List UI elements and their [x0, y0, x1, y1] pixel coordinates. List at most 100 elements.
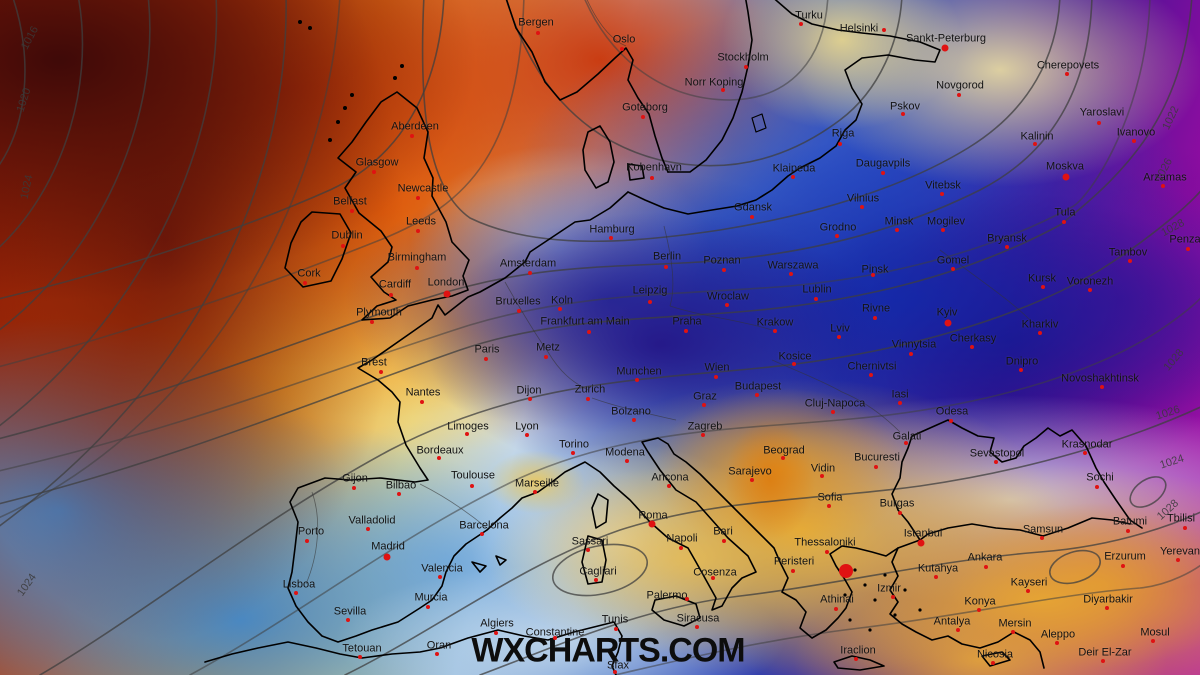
city-label: Ancona [651, 471, 689, 484]
city-dot [944, 319, 952, 327]
city-dot [420, 400, 424, 404]
city-dot [1065, 72, 1069, 76]
city-label: Oran [426, 639, 452, 652]
city-dot [854, 657, 858, 661]
city-label: Peristeri [773, 555, 815, 568]
city-dot [750, 215, 754, 219]
city-label: Kalinin [1020, 130, 1054, 143]
city-label: Odesa [935, 405, 969, 418]
city-label: Thessaloniki [794, 536, 856, 549]
city-dot [941, 44, 949, 52]
city-label: Bryansk [987, 232, 1027, 245]
city-label: Siracusa [676, 612, 720, 625]
city-label: Kyiv [936, 306, 958, 319]
city-label: Budapest [734, 380, 782, 393]
city-label: Tambov [1108, 246, 1148, 259]
city-dot [685, 597, 689, 601]
city-dot [613, 670, 617, 674]
city-label: Bordeaux [416, 444, 464, 457]
city-dot [721, 88, 725, 92]
city-label: Helsinki [839, 22, 879, 35]
city-label: London [427, 276, 465, 289]
city-dot [350, 209, 354, 213]
city-label: Vinnytsia [891, 338, 937, 351]
city-dot [695, 625, 699, 629]
city-dot [305, 539, 309, 543]
city-dot [435, 652, 439, 656]
city-dot [814, 297, 818, 301]
city-dot [898, 511, 902, 515]
city-dot [586, 397, 590, 401]
city-label: Lviv [830, 322, 850, 335]
city-label: Cosenza [693, 566, 737, 579]
city-dot [1062, 220, 1066, 224]
city-dot [722, 268, 726, 272]
city-dot [901, 112, 905, 116]
city-label: Kutahya [917, 562, 959, 575]
city-label: Murcia [414, 591, 448, 604]
city-dot [820, 474, 824, 478]
city-dot [294, 591, 298, 595]
city-dot [882, 28, 886, 32]
city-dot [799, 22, 803, 26]
city-label: Tbilisi [1166, 512, 1196, 525]
city-dot [1151, 639, 1155, 643]
city-label: Yaroslavi [1079, 106, 1125, 119]
city-dot [874, 465, 878, 469]
city-label: Burgas [879, 497, 915, 510]
city-label: Samsun [1022, 523, 1064, 536]
city-dot [494, 631, 498, 635]
city-dot [750, 478, 754, 482]
city-label: Poznan [703, 254, 741, 267]
city-dot [641, 115, 645, 119]
city-label: Sochi [1086, 471, 1114, 484]
city-label: Iraclion [840, 644, 876, 657]
city-dot [625, 459, 629, 463]
city-label: Torino [559, 438, 589, 451]
city-label: Izmir [877, 582, 901, 595]
city-label: Birmingham [387, 251, 447, 264]
city-label: Kayseri [1010, 576, 1048, 589]
country-borders [305, 0, 1031, 585]
city-label: Ivanovo [1116, 126, 1156, 139]
city-label: Valencia [421, 562, 463, 575]
city-dot [484, 357, 488, 361]
city-dot [370, 320, 374, 324]
city-dot [702, 403, 706, 407]
city-label: Graz [693, 390, 717, 403]
city-dot [517, 309, 521, 313]
city-dot [949, 419, 953, 423]
city-label: Frankfurt am Main [540, 315, 630, 328]
city-label: Lisboa [282, 578, 316, 591]
city-label: Cagliari [579, 565, 617, 578]
city-dot [881, 171, 885, 175]
city-dot [1105, 606, 1109, 610]
city-label: Sassari [571, 535, 609, 548]
city-dot [341, 244, 345, 248]
city-label: Dijon [516, 384, 542, 397]
city-label: Bari [713, 525, 733, 538]
city-label: Athinai [820, 593, 854, 606]
city-dot [544, 355, 548, 359]
city-label: Novoshakhtinsk [1061, 372, 1139, 385]
city-dot [898, 401, 902, 405]
city-dot [632, 418, 636, 422]
city-dot [1040, 536, 1044, 540]
city-label: Penza [1169, 233, 1200, 246]
city-dot [553, 636, 557, 640]
city-label: Grodno [819, 221, 857, 234]
city-label: Warszawa [767, 259, 819, 272]
city-dot [917, 539, 925, 547]
city-dot [838, 142, 842, 146]
city-dot [722, 539, 726, 543]
city-dot [991, 661, 995, 665]
city-label: Gdansk [734, 201, 772, 214]
city-dot [970, 345, 974, 349]
city-label: Daugavpils [855, 157, 911, 170]
city-label: Metz [536, 341, 560, 354]
city-label: Pskov [890, 100, 920, 113]
city-label: Sfax [606, 659, 630, 672]
city-label: Erzurum [1104, 550, 1146, 563]
